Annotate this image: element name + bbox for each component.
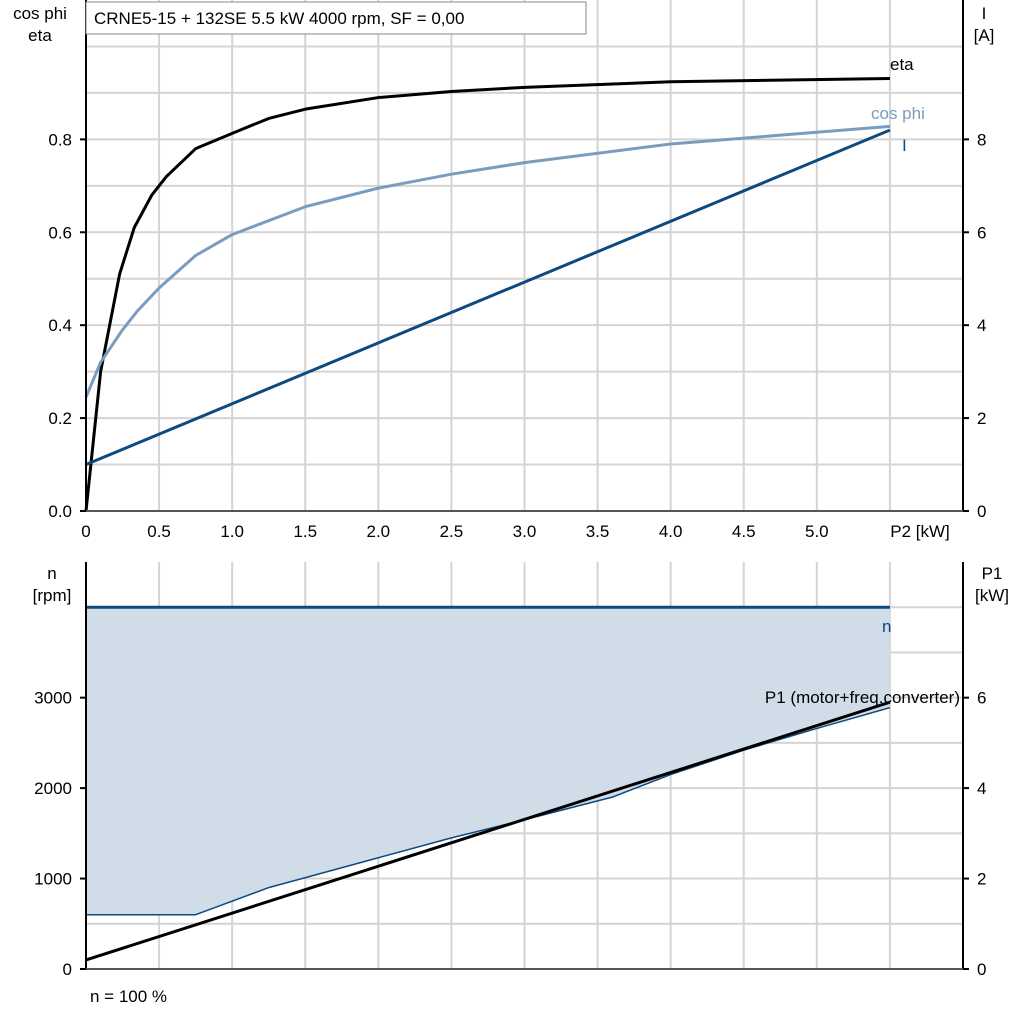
y2-label-p1: P1 (982, 564, 1003, 583)
y-tick-label: 0.4 (48, 316, 72, 335)
x-tick-label: 0.5 (147, 522, 171, 541)
speed-range-fill (86, 607, 890, 915)
top-grid (86, 0, 964, 511)
series-label-eta: eta (890, 55, 914, 74)
title-box (85, 1, 587, 35)
series-line-eta (84, 77, 890, 512)
y2-label-kw: [kW] (975, 586, 1009, 605)
series-line-p1 (85, 700, 891, 962)
y-tick-label: 0.2 (48, 409, 72, 428)
tick-labels: 0.0 0.2 0.4 0.6 0.8 0 2 4 6 8 0 0.5 1.0 1.5 2.0 2.5 3.0 3… (34, 130, 986, 979)
x-tick-label: 2.5 (440, 522, 464, 541)
x-label: P2 [kW] (890, 522, 950, 541)
y-label-rpm: [rpm] (33, 586, 72, 605)
y2-tick-label: 8 (977, 130, 986, 149)
series-label-cosphi: cos phi (871, 104, 925, 123)
y-tick-label: 0.0 (48, 502, 72, 521)
x-tick-label: 5.0 (805, 522, 829, 541)
y-label-eta: eta (28, 26, 52, 45)
y2-tick-label: 6 (977, 223, 986, 242)
axes (80, 0, 969, 970)
y-tick-label: 0.8 (48, 130, 72, 149)
series-label-p1: P1 (motor+freq.converter) (765, 688, 960, 707)
y2-tick-label: 4 (977, 316, 986, 335)
y-tick-label: 3000 (34, 689, 72, 708)
series-label-i: I (902, 136, 907, 155)
y2-tick-label: 0 (977, 960, 986, 979)
x-tick-label: 2.0 (367, 522, 391, 541)
speed-range-area (86, 607, 890, 915)
y-tick-label: 2000 (34, 779, 72, 798)
y-label-n: n (47, 564, 56, 583)
chart-title: CRNE5-15 + 132SE 5.5 kW 4000 rpm, SF = 0… (94, 9, 464, 28)
y2-label-i: I (982, 4, 987, 23)
x-tick-label: 4.0 (659, 522, 683, 541)
y2-tick-label: 4 (977, 779, 986, 798)
footnote: n = 100 % (90, 987, 167, 1006)
series-lines (84, 77, 891, 962)
x-tick-label: 1.0 (220, 522, 244, 541)
series-line-cos (84, 124, 891, 398)
y2-tick-label: 2 (977, 409, 986, 428)
y-tick-label: 0.6 (48, 223, 72, 242)
y2-tick-label: 2 (977, 870, 986, 889)
y-tick-label: 1000 (34, 870, 72, 889)
x-tick-label: 3.0 (513, 522, 537, 541)
y2-label-unit: [A] (974, 26, 995, 45)
y2-tick-label: 6 (977, 689, 986, 708)
x-tick-label: 1.5 (293, 522, 317, 541)
y-label-cosphi: cos phi (13, 4, 67, 23)
x-tick-label: 0 (81, 522, 90, 541)
series-label-n: n (882, 617, 891, 636)
series-line-i (85, 128, 891, 466)
x-tick-label: 4.5 (732, 522, 756, 541)
y2-tick-label: 0 (977, 502, 986, 521)
y-tick-label: 0 (63, 960, 72, 979)
x-tick-label: 3.5 (586, 522, 610, 541)
